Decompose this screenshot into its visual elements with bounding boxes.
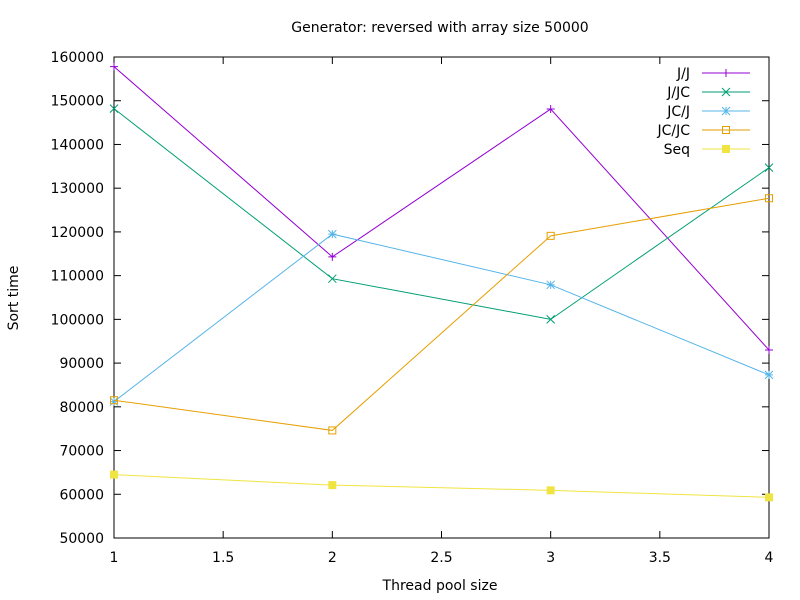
legend-label: JC/JC xyxy=(656,123,690,139)
data-point-marker xyxy=(722,69,730,77)
data-point-marker xyxy=(722,126,730,134)
series-jc-jc xyxy=(110,194,773,435)
y-tick-label: 60000 xyxy=(59,487,104,503)
series-seq xyxy=(110,470,773,502)
y-tick-label: 50000 xyxy=(59,531,104,547)
x-axis-ticks: 1 1.5 2 2.5 3 3.5 4 xyxy=(110,57,774,566)
data-point-marker xyxy=(110,470,118,479)
series-line xyxy=(113,108,770,320)
x-tick-label: 2.5 xyxy=(430,550,452,566)
data-point-marker xyxy=(327,229,337,239)
x-tick-label: 3 xyxy=(546,550,555,566)
data-point-marker xyxy=(110,396,118,405)
data-point-marker xyxy=(721,87,731,97)
series-layer xyxy=(109,62,774,502)
y-tick-label: 70000 xyxy=(59,444,104,460)
data-point-marker xyxy=(765,493,773,502)
y-tick-label: 130000 xyxy=(51,181,104,197)
x-tick-label: 1 xyxy=(110,550,119,566)
data-point-marker xyxy=(764,163,774,172)
series-line xyxy=(113,66,770,351)
data-point-marker xyxy=(546,231,555,240)
chart-title: Generator: reversed with array size 5000… xyxy=(291,20,588,36)
x-axis-label: Thread pool size xyxy=(382,578,498,594)
data-point-marker xyxy=(765,345,773,354)
data-point-marker xyxy=(328,481,337,490)
data-point-marker xyxy=(327,274,337,284)
x-tick-label: 1.5 xyxy=(212,550,234,566)
legend-label: JC/J xyxy=(666,104,690,120)
data-point-marker xyxy=(328,426,337,435)
data-point-marker xyxy=(328,252,337,261)
data-point-marker xyxy=(110,62,118,71)
data-point-marker xyxy=(546,280,556,290)
data-point-marker xyxy=(721,106,731,116)
y-tick-label: 160000 xyxy=(51,50,104,66)
legend-label: J/J xyxy=(676,66,690,82)
y-axis-label: Sort time xyxy=(6,266,22,331)
series-jc-j xyxy=(109,229,774,406)
legend: J/J J/JC JC/J JC/JC Seq xyxy=(656,66,750,158)
x-tick-label: 3.5 xyxy=(649,550,671,566)
series-j-jc xyxy=(109,104,774,324)
data-point-marker xyxy=(546,315,556,324)
y-tick-label: 120000 xyxy=(51,225,104,241)
y-tick-label: 140000 xyxy=(51,137,104,153)
y-axis-ticks: 50000 60000 70000 80000 90000 100000 110000 120… xyxy=(51,50,769,547)
y-tick-label: 100000 xyxy=(51,312,104,328)
data-point-marker xyxy=(764,370,774,380)
data-point-marker xyxy=(546,105,555,114)
legend-label: Seq xyxy=(664,142,690,158)
data-point-marker xyxy=(765,194,773,203)
x-tick-label: 4 xyxy=(765,550,774,566)
data-point-marker xyxy=(109,397,119,406)
y-tick-label: 80000 xyxy=(59,400,104,416)
data-point-marker xyxy=(722,145,730,153)
y-tick-label: 150000 xyxy=(51,94,104,110)
series-line xyxy=(113,474,770,498)
series-line xyxy=(113,197,770,431)
data-point-marker xyxy=(109,104,119,113)
y-tick-label: 110000 xyxy=(51,269,104,285)
legend-label: J/JC xyxy=(666,85,690,101)
y-tick-label: 90000 xyxy=(59,356,104,372)
series-j-j xyxy=(110,62,773,354)
x-tick-label: 2 xyxy=(328,550,337,566)
data-point-marker xyxy=(546,486,555,495)
series-line xyxy=(113,233,770,402)
